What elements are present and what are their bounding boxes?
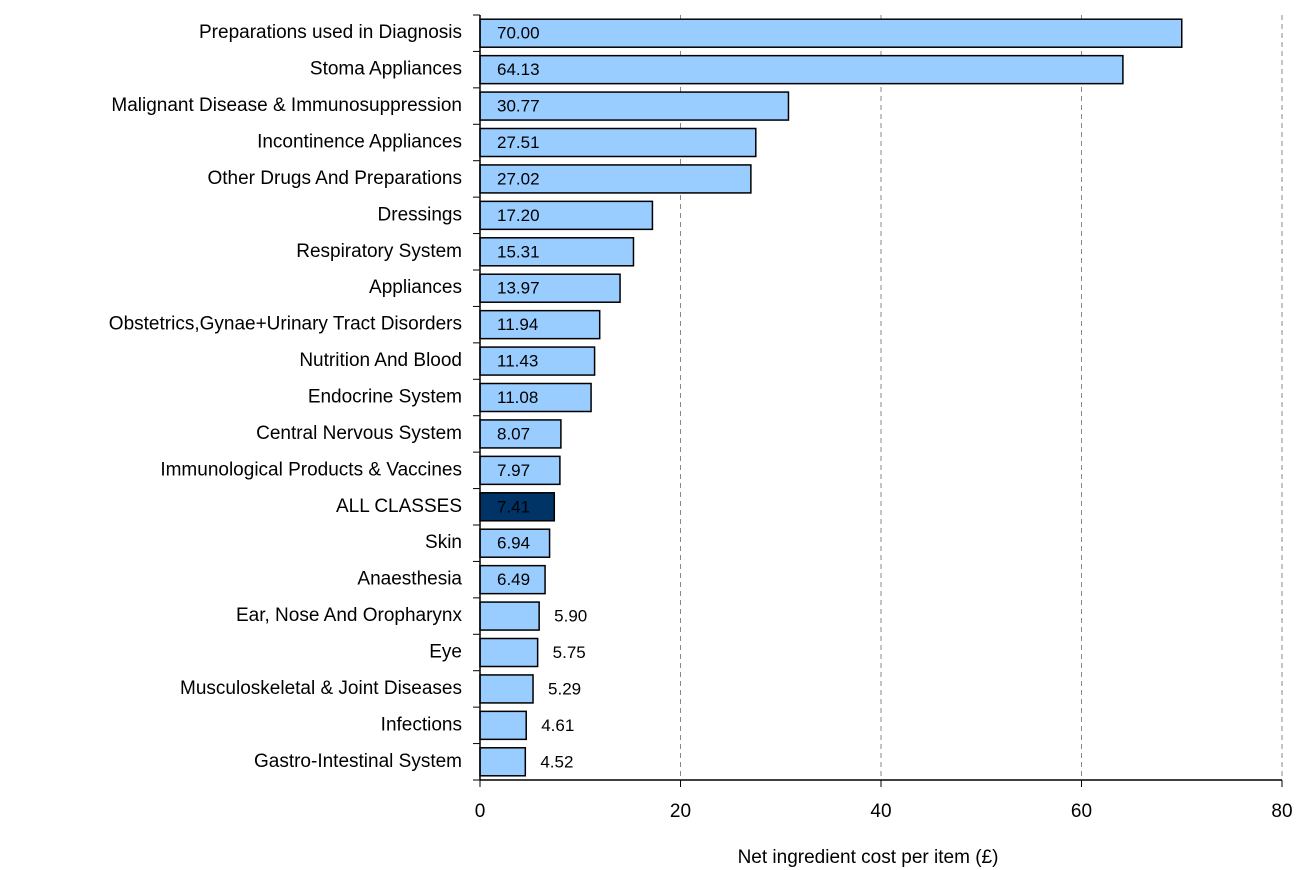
y-tick-label: Immunological Products & Vaccines	[160, 459, 462, 480]
y-tick-label: Musculoskeletal & Joint Diseases	[180, 678, 462, 699]
y-tick-label: Dressings	[378, 204, 462, 225]
x-axis-label: Net ingredient cost per item (£)	[738, 847, 999, 868]
y-tick-label: ALL CLASSES	[336, 496, 462, 517]
y-tick-label: Endocrine System	[308, 387, 462, 408]
x-tick-label: 60	[1071, 801, 1092, 822]
bar	[479, 237, 635, 267]
bar	[479, 200, 654, 231]
data-label: 8.07	[497, 424, 530, 443]
bar	[479, 601, 540, 631]
bar	[479, 346, 596, 376]
y-tick-label: Infections	[381, 714, 462, 735]
bar	[479, 273, 621, 303]
data-label: 5.90	[554, 607, 587, 626]
data-label: 4.61	[541, 716, 574, 735]
x-tick-label: 40	[870, 801, 891, 822]
data-label: 13.97	[497, 279, 540, 298]
y-tick-label: Ear, Nose And Oropharynx	[236, 605, 463, 626]
bar	[479, 710, 527, 741]
y-tick-label: Central Nervous System	[256, 423, 462, 444]
bar	[479, 528, 551, 558]
y-tick-label: Malignant Disease & Immunosuppression	[111, 95, 462, 116]
y-tick-label: Obstetrics,Gynae+Urinary Tract Disorders	[109, 314, 462, 335]
bar	[479, 747, 527, 777]
data-label: 11.43	[497, 352, 538, 371]
data-label: 4.52	[540, 752, 573, 771]
y-tick-label: Gastro-Intestinal System	[254, 751, 462, 772]
y-tick-label: Eye	[429, 642, 462, 663]
data-label: 64.13	[497, 60, 540, 79]
data-label: 7.41	[497, 497, 530, 516]
data-label: 17.20	[497, 206, 540, 225]
bar	[479, 309, 601, 340]
x-tick-label: 80	[1271, 801, 1292, 822]
data-label: 27.02	[497, 169, 540, 188]
y-tick-label: Preparations used in Diagnosis	[199, 22, 462, 43]
data-label: 6.94	[497, 534, 530, 553]
y-tick-label: Skin	[425, 532, 462, 553]
y-tick-label: Anaesthesia	[357, 569, 462, 590]
data-label: 5.75	[553, 643, 586, 662]
bar	[479, 637, 539, 668]
x-tick-label: 20	[670, 801, 691, 822]
y-tick-label: Respiratory System	[296, 241, 462, 262]
data-label: 6.49	[497, 570, 530, 589]
bar	[479, 492, 556, 522]
y-tick-label: Other Drugs And Preparations	[207, 168, 462, 189]
bar	[479, 18, 1183, 48]
data-label: 7.97	[497, 461, 530, 480]
x-tick-label: 0	[475, 801, 486, 822]
data-label: 30.77	[497, 97, 540, 116]
y-tick-label: Stoma Appliances	[310, 59, 462, 80]
y-tick-label: Appliances	[369, 277, 462, 298]
data-label: 70.00	[497, 24, 540, 43]
y-tick-label: Incontinence Appliances	[257, 132, 462, 153]
bar	[479, 54, 1124, 85]
data-label: 11.94	[497, 315, 538, 334]
data-label: 27.51	[497, 133, 540, 152]
y-tick-label: Nutrition And Blood	[299, 350, 462, 371]
bar	[479, 674, 534, 704]
data-label: 15.31	[497, 242, 540, 261]
data-label: 5.29	[548, 679, 581, 698]
data-label: 11.08	[497, 388, 538, 407]
